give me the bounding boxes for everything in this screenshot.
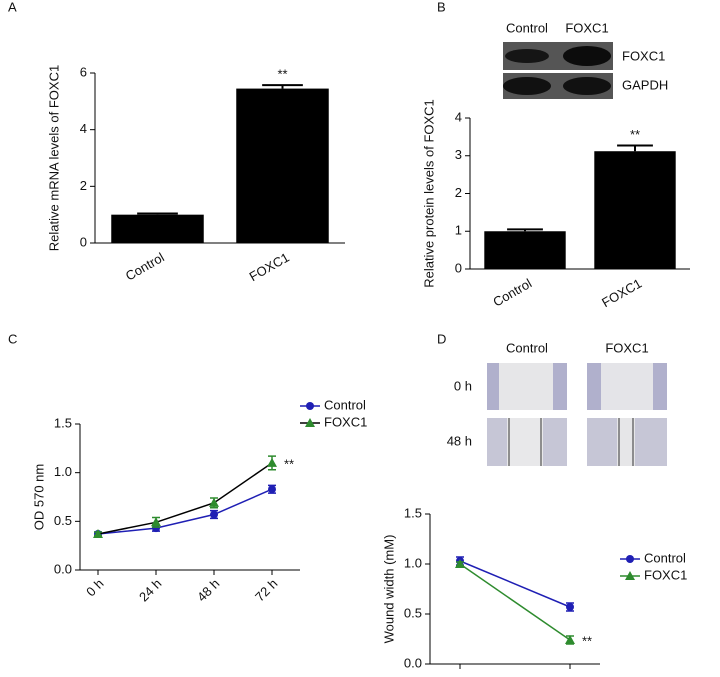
blot-column-label: FOXC1 [565,20,608,35]
bar [484,231,566,269]
blot-row-label: FOXC1 [622,48,665,63]
y-tick-label: 4 [455,109,462,124]
legend-label: Control [644,550,686,565]
series-line [97,462,273,535]
y-tick-label: 0 [80,234,87,249]
y-axis-label: Relative protein levels of FOXC1 [421,99,436,288]
blot [503,42,613,99]
data-point [566,603,574,611]
y-tick-label: 0.5 [404,605,422,620]
cell-front [653,363,667,410]
x-tick-label: 24 h [136,576,165,605]
significance: ** [582,633,592,648]
bar [594,151,676,269]
blot-band [563,77,611,95]
x-tick-label: Control [490,276,534,310]
panel-label: C [8,331,17,346]
panel-label: D [437,331,446,346]
legend-marker [306,402,314,410]
y-tick-label: 4 [80,121,87,136]
y-axis-label: Wound width (mM) [381,535,396,644]
data-point [93,528,103,538]
data-point [151,517,161,527]
data-point [455,559,465,568]
legend-marker [626,555,634,563]
legend-marker [305,418,315,427]
x-tick-label: FOXC1 [247,250,292,285]
x-tick-label: 72 h [252,576,281,605]
blot-band [563,46,611,66]
y-tick-label: 2 [455,185,462,200]
legend-label: FOXC1 [644,567,687,582]
legend-marker [625,571,635,580]
panel-label: B [437,0,446,14]
x-tick-label: FOXC1 [599,276,644,311]
panel-label: A [8,0,17,14]
y-tick-label: 0 [455,260,462,275]
y-tick-label: 1.5 [54,415,72,430]
significance: ** [284,456,294,471]
y-tick-label: 0.0 [54,561,72,576]
error-bar [137,212,178,215]
data-point [268,485,276,494]
data-point [565,635,575,644]
bar [111,214,204,243]
image-column-label: FOXC1 [605,340,648,355]
y-tick-label: 0.0 [404,655,422,670]
y-axis-label: OD 570 nm [31,464,46,530]
blot-column-label: Control [506,20,548,35]
y-tick-label: 1 [455,223,462,238]
y-axis-label: Relative mRNA levels of FOXC1 [46,65,61,251]
cell-front [635,418,667,466]
image-column-label: Control [506,340,548,355]
data-point [267,457,277,467]
error-bar [262,84,303,89]
micrographs [487,363,667,466]
legend-label: Control [324,397,366,412]
significance: ** [630,127,640,142]
cell-front [543,418,567,466]
y-tick-label: 1.0 [54,464,72,479]
error-bar [507,228,543,232]
blot-band [505,49,549,63]
y-tick-label: 1.0 [404,555,422,570]
series-line [459,560,571,608]
series-line [97,488,273,535]
bar [236,88,329,243]
blot-row-label: GAPDH [622,77,668,92]
cell-front [587,363,601,410]
error-bar [617,144,653,152]
x-tick-label: 48 h [194,576,223,605]
y-tick-label: 6 [80,64,87,79]
series-line [459,563,571,641]
cell-front [487,418,507,466]
x-tick-label: 0 h [83,576,106,599]
cell-front [587,418,617,466]
y-tick-label: 1.5 [404,505,422,520]
x-tick-label: Control [123,250,167,284]
data-point [209,497,219,507]
cell-front [487,363,499,410]
y-tick-label: 0.5 [54,513,72,528]
cell-front [553,363,567,410]
blot-band [503,77,551,95]
y-tick-label: 2 [80,178,87,193]
significance: ** [277,67,287,82]
y-tick-label: 3 [455,147,462,162]
data-point [210,510,218,519]
legend-label: FOXC1 [324,414,367,429]
image-row-label: 48 h [447,433,472,448]
image-row-label: 0 h [454,378,472,393]
